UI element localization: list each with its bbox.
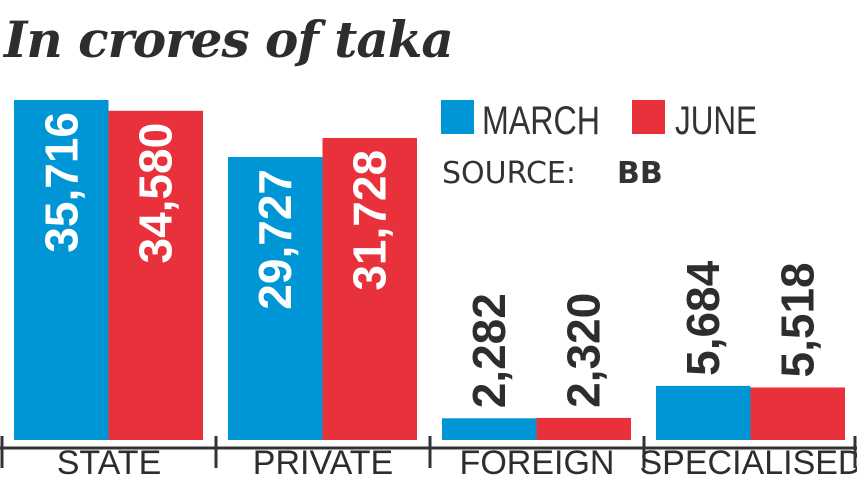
data-label: 2,320 [558, 293, 610, 408]
bar-march-state [14, 100, 109, 440]
source-value: BB [617, 156, 663, 191]
bar-june-state [108, 110, 203, 440]
legend-swatch-march [441, 100, 474, 134]
legend-label-june: JUNE [675, 99, 757, 143]
category-label: SPECIALISED [640, 444, 857, 482]
bar-march-private [228, 157, 323, 440]
bar-june-specialised [750, 387, 845, 440]
category-label: STATE [57, 444, 162, 482]
category-label: FOREIGN [460, 444, 615, 482]
data-label: 29,727 [249, 169, 301, 310]
category-label: PRIVATE [253, 444, 393, 482]
legend-label-march: MARCH [482, 99, 600, 143]
data-label: 5,684 [677, 260, 729, 376]
bar-june-foreign [536, 417, 631, 440]
data-label: 5,518 [772, 262, 824, 377]
data-label: 2,282 [463, 293, 515, 408]
data-label: 31,728 [344, 150, 396, 291]
legend: MARCH JUNE SOURCE: BB [441, 99, 757, 191]
data-label: 35,716 [35, 112, 87, 253]
legend-swatch-june [632, 100, 665, 134]
bar-march-specialised [656, 385, 751, 440]
bar-june-private [322, 137, 417, 441]
bar-march-foreign [442, 418, 537, 440]
data-label: 34,580 [130, 123, 182, 264]
chart-title: In crores of taka [4, 10, 454, 69]
source-label: SOURCE: [442, 156, 576, 191]
